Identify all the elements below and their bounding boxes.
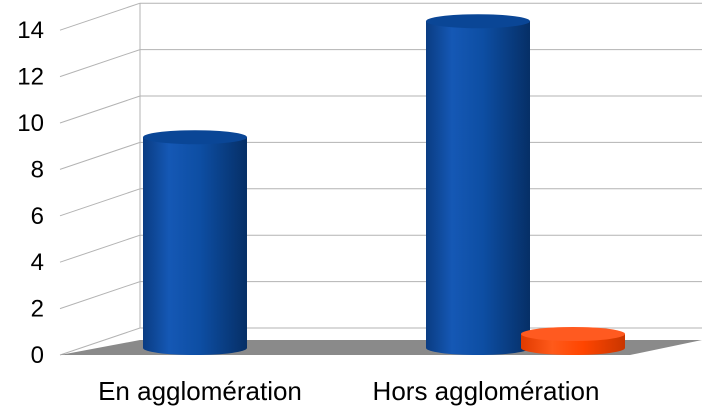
bar-body (426, 21, 530, 355)
gridline-diagonal (59, 234, 141, 263)
gridline-diagonal (59, 141, 141, 170)
y-tick-label: 2 (31, 296, 44, 323)
gridline-diagonal (59, 188, 141, 217)
gridline-diagonal (59, 281, 141, 310)
gridline-diagonal (59, 327, 141, 356)
y-axis-ticks: 0 2 4 6 8 10 12 14 (17, 17, 44, 369)
bar-top (521, 327, 625, 341)
bar-0-1 (426, 14, 530, 355)
bar-body (143, 137, 247, 355)
bar-1-1 (521, 327, 625, 355)
bars (143, 14, 625, 355)
y-tick-label: 8 (31, 156, 44, 183)
bar-0-0 (143, 130, 247, 355)
y-tick-label: 10 (17, 110, 44, 137)
gridline-diagonal (59, 49, 141, 78)
y-tick-label: 6 (31, 203, 44, 230)
x-category-label: En agglomération (98, 376, 302, 406)
y-tick-label: 0 (31, 342, 44, 369)
bar-top (426, 14, 530, 29)
y-tick-label: 12 (17, 64, 44, 91)
x-category-label: Hors agglomération (373, 376, 600, 406)
x-axis-labels: En agglomération Hors agglomération (98, 376, 599, 406)
gridline-diagonal (59, 2, 141, 31)
gridline-diagonal (59, 95, 141, 124)
bar-top (143, 130, 247, 145)
y-tick-label: 14 (17, 17, 44, 44)
y-tick-label: 4 (31, 249, 44, 276)
